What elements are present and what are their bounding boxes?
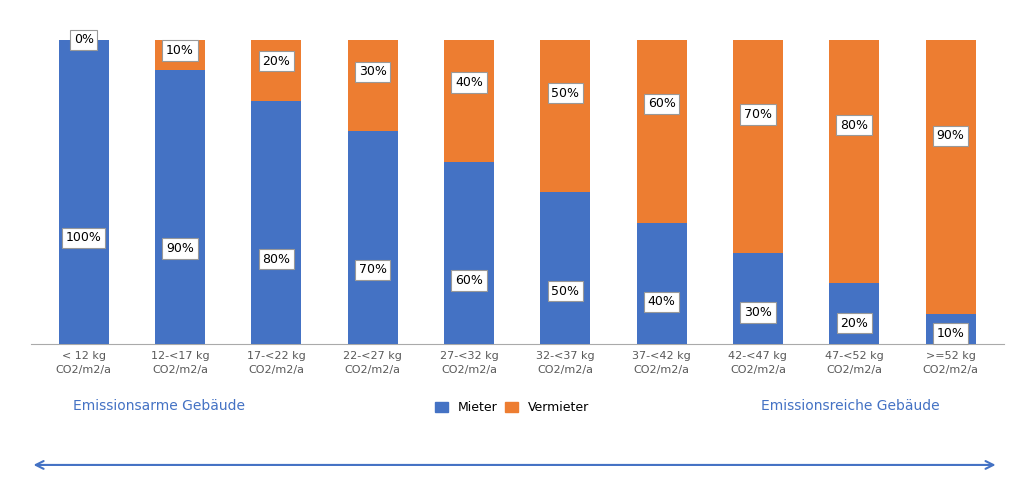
Bar	[251, 40, 301, 101]
Text: 100%: 100%	[66, 231, 101, 245]
Text: 60%: 60%	[647, 97, 676, 110]
Bar	[829, 283, 880, 344]
Text: 40%: 40%	[647, 295, 676, 308]
Text: Emissionsarme Gebäude: Emissionsarme Gebäude	[73, 399, 245, 413]
Bar	[541, 192, 590, 344]
Text: 20%: 20%	[841, 316, 868, 330]
Text: 80%: 80%	[262, 252, 291, 266]
Bar	[829, 40, 880, 283]
Bar	[155, 40, 205, 70]
Bar	[444, 162, 494, 344]
Bar	[347, 131, 397, 344]
Text: 70%: 70%	[358, 263, 387, 277]
Bar	[637, 222, 687, 344]
Text: 60%: 60%	[455, 274, 483, 287]
Text: 20%: 20%	[262, 55, 290, 67]
Bar	[444, 40, 494, 162]
Text: 90%: 90%	[166, 242, 194, 255]
Text: 10%: 10%	[166, 44, 194, 57]
Text: 80%: 80%	[841, 119, 868, 131]
Text: 0%: 0%	[74, 33, 93, 46]
Text: 10%: 10%	[937, 327, 965, 340]
Text: 70%: 70%	[743, 108, 772, 121]
Text: 90%: 90%	[937, 129, 965, 142]
Text: 30%: 30%	[744, 306, 772, 319]
Bar	[251, 101, 301, 344]
Text: 30%: 30%	[358, 65, 387, 78]
Bar	[926, 314, 976, 344]
Bar	[637, 40, 687, 222]
Bar	[347, 40, 397, 131]
Bar	[541, 40, 590, 192]
Bar	[58, 40, 109, 344]
Bar	[926, 40, 976, 314]
Bar	[733, 40, 783, 253]
Bar	[155, 70, 205, 344]
Text: 50%: 50%	[551, 87, 580, 99]
Legend: Mieter, Vermieter: Mieter, Vermieter	[435, 401, 589, 414]
Text: 50%: 50%	[551, 284, 580, 298]
Bar	[733, 253, 783, 344]
Text: Emissionsreiche Gebäude: Emissionsreiche Gebäude	[761, 399, 939, 413]
Text: 40%: 40%	[455, 76, 483, 89]
